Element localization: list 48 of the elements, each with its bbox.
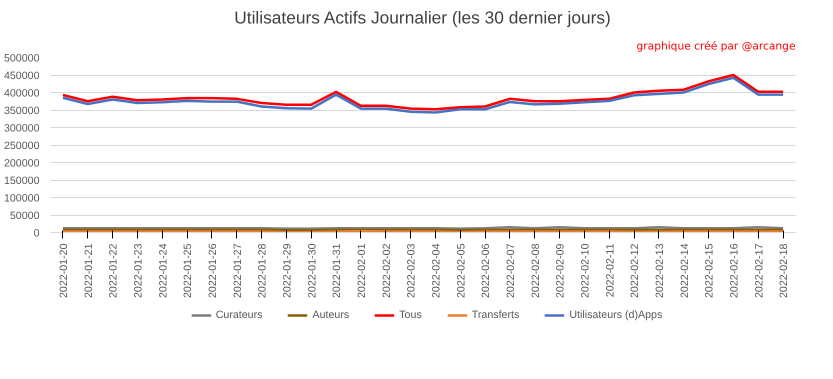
x-tick-label: 2022-02-03	[406, 243, 418, 298]
x-tick-label: 2022-01-27	[232, 243, 244, 298]
text: graphique créé par @arcange	[636, 40, 796, 52]
legend-label: Auteurs	[312, 309, 350, 321]
y-tick-label: 100000	[4, 192, 40, 204]
y-tick-label: 250000	[4, 140, 40, 152]
x-tick-label: 2022-02-07	[504, 243, 517, 298]
x-tick-label: 2022-02-08	[530, 243, 542, 298]
y-tick-label: 450000	[4, 70, 40, 82]
x-tick-label: 2022-01-23	[132, 243, 144, 298]
x-tick-label: 2022-02-16	[728, 243, 740, 298]
x-tick-label: 2022-02-11	[604, 243, 616, 298]
legend-label: Utilisateurs (d)Apps	[569, 309, 662, 321]
x-tick-label: 2022-02-01	[356, 243, 368, 298]
legend-label: Tous	[399, 309, 422, 321]
y-tick-label: 300000	[4, 122, 40, 134]
y-tick-label: 150000	[4, 175, 40, 187]
x-tick-label: 2022-02-14	[678, 243, 691, 298]
x-tick-label: 2022-02-06	[480, 243, 492, 298]
x-tick-label: 2022-02-10	[579, 243, 592, 298]
y-tick-label: 350000	[4, 105, 40, 117]
x-tick-label: 2022-02-05	[455, 243, 468, 298]
x-tick-label: 2022-02-18	[778, 243, 790, 298]
x-tick-label: 2022-01-28	[256, 243, 269, 298]
x-tick-label: 2022-01-24	[157, 243, 170, 298]
x-tick-label: 2022-02-09	[554, 243, 567, 298]
y-tick-label: 50000	[10, 210, 40, 222]
x-tick-label: 2022-01-20	[58, 243, 70, 298]
x-tick-label: 2022-01-31	[331, 243, 344, 298]
x-tick-label: 2022-01-30	[306, 243, 318, 298]
x-tick-label: 2022-01-26	[206, 243, 219, 298]
y-tick-label: 400000	[4, 88, 40, 100]
x-tick-label: 2022-02-02	[380, 243, 393, 298]
x-tick-label: 2022-02-15	[704, 243, 716, 298]
legend-label: Transferts	[472, 309, 520, 321]
chart-title: Utilisateurs Actifs Journalier (les 30 dernier jours)	[234, 8, 611, 28]
x-tick-label: 2022-02-13	[654, 243, 666, 298]
x-tick-label: 2022-01-25	[182, 243, 194, 298]
x-tick-label: 2022-01-29	[281, 243, 294, 298]
y-tick-label: 500000	[4, 52, 40, 64]
x-tick-label: 2022-01-22	[108, 243, 120, 298]
x-tick-label: 2022-02-17	[753, 243, 766, 298]
x-tick-label: 2022-02-12	[629, 243, 642, 298]
y-tick-label: 0	[34, 228, 40, 240]
x-tick-label: 2022-01-21	[82, 243, 95, 298]
y-tick-label: 200000	[4, 158, 40, 170]
legend-label: Curateurs	[216, 309, 262, 321]
x-tick-label: 2022-02-04	[430, 243, 442, 298]
